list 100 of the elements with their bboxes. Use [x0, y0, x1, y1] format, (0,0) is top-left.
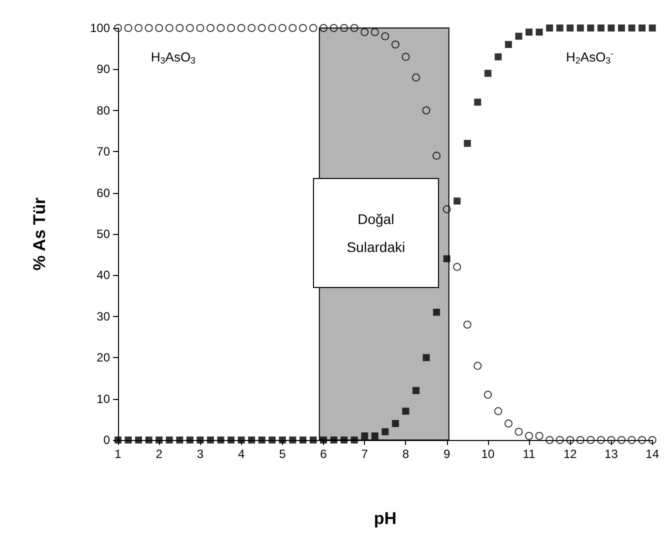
point	[648, 24, 656, 32]
point	[628, 24, 636, 32]
y-tick-label: 30	[96, 309, 110, 324]
point	[330, 436, 338, 444]
point	[546, 436, 554, 444]
point	[381, 32, 390, 40]
point	[134, 24, 143, 32]
point	[504, 420, 512, 428]
point	[156, 436, 163, 444]
point	[515, 32, 522, 40]
point	[309, 24, 318, 32]
text-box: Doğal Sulardaki	[313, 178, 439, 288]
point	[124, 436, 132, 444]
point	[248, 24, 256, 32]
x-tick-label: 9	[443, 447, 450, 461]
point	[124, 24, 132, 32]
point	[618, 436, 626, 444]
point	[155, 24, 164, 32]
point	[412, 387, 420, 394]
point	[412, 73, 420, 82]
point	[278, 436, 286, 444]
x-tick-label: 7	[361, 447, 368, 461]
point	[289, 436, 296, 444]
point	[196, 436, 204, 444]
point	[320, 24, 328, 32]
point	[638, 436, 646, 444]
point	[176, 436, 184, 444]
point	[628, 436, 636, 444]
point	[278, 24, 286, 32]
point	[206, 436, 214, 444]
point	[216, 24, 225, 32]
point	[382, 428, 389, 436]
point	[268, 436, 276, 444]
y-tick-label: 60	[96, 186, 110, 200]
point	[258, 436, 266, 444]
point	[556, 436, 564, 444]
point	[392, 420, 399, 428]
point	[310, 436, 317, 444]
point	[484, 390, 492, 399]
point	[258, 24, 266, 32]
point	[576, 436, 584, 444]
point	[453, 262, 462, 271]
point	[206, 24, 214, 32]
point	[361, 432, 368, 440]
point	[422, 106, 430, 114]
x-tick-label: 14	[646, 447, 660, 461]
y-tick-label: 90	[96, 62, 110, 76]
point	[504, 40, 512, 48]
x-axis-title: pH	[374, 509, 396, 528]
x-tick-label: 12	[563, 447, 578, 461]
point	[474, 362, 482, 370]
point	[587, 24, 594, 32]
point	[608, 24, 615, 32]
point	[443, 255, 450, 262]
point	[238, 436, 245, 444]
point	[217, 436, 224, 444]
point	[525, 432, 534, 440]
x-tick-label: 13	[604, 447, 618, 461]
annotation: Doğal Sulardaki	[346, 210, 406, 257]
point	[186, 24, 194, 32]
point	[433, 308, 440, 316]
point	[607, 436, 616, 444]
point	[556, 24, 564, 32]
point	[618, 24, 625, 32]
point	[526, 28, 533, 36]
point	[391, 40, 400, 48]
y-tick-label: 20	[96, 350, 110, 365]
point	[576, 24, 584, 32]
x-tick-label: 2	[156, 447, 163, 461]
point	[442, 205, 451, 214]
point	[454, 198, 461, 205]
point	[165, 24, 174, 32]
point	[546, 24, 554, 32]
point	[494, 407, 502, 416]
point	[370, 28, 379, 36]
point	[298, 24, 307, 32]
point	[268, 24, 276, 32]
point	[402, 408, 410, 415]
point	[227, 24, 236, 32]
point	[494, 53, 502, 60]
point	[638, 24, 646, 32]
point	[474, 98, 482, 106]
point	[402, 52, 410, 61]
point	[350, 24, 358, 32]
point	[350, 436, 358, 444]
y-tick-label: 0	[103, 433, 110, 447]
y-axis-title: % As Tür	[30, 197, 49, 271]
x-tick-label: 1	[114, 447, 122, 461]
y-tick-label: 80	[96, 103, 110, 118]
point	[371, 432, 378, 440]
x-tick-label: 8	[402, 447, 410, 461]
point	[135, 436, 142, 444]
point	[176, 24, 184, 32]
point	[340, 24, 348, 32]
y-tick-label: 100	[90, 21, 110, 35]
point	[248, 436, 256, 444]
point	[484, 70, 492, 77]
point	[186, 436, 194, 444]
point	[288, 24, 297, 32]
x-tick-label: 11	[522, 447, 536, 461]
